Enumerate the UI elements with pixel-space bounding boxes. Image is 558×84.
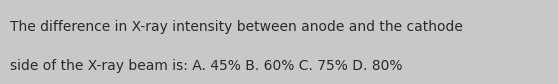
- Text: side of the X-ray beam is: A. 45% B. 60% C. 75% D. 80%: side of the X-ray beam is: A. 45% B. 60%…: [10, 59, 402, 72]
- Text: The difference in X-ray intensity between anode and the cathode: The difference in X-ray intensity betwee…: [10, 20, 463, 34]
